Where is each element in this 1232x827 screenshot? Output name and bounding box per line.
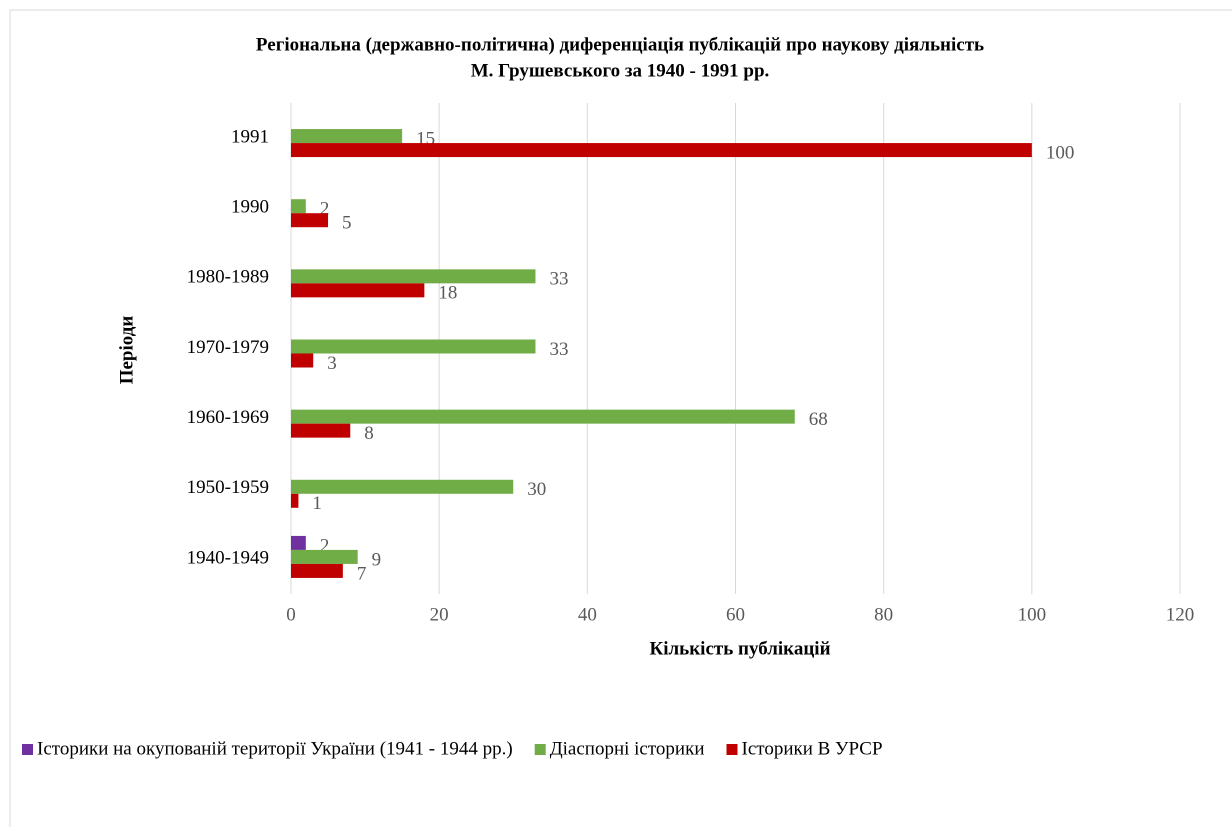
data-label: 7 bbox=[357, 563, 367, 584]
x-tick-label: 0 bbox=[286, 604, 296, 625]
bar bbox=[291, 213, 329, 228]
bar bbox=[291, 479, 514, 494]
bar bbox=[291, 493, 299, 508]
data-label: 18 bbox=[438, 283, 457, 304]
bar bbox=[291, 353, 314, 368]
bar bbox=[291, 283, 425, 298]
y-axis-title: Періоди bbox=[116, 316, 137, 385]
data-label: 33 bbox=[549, 339, 568, 360]
y-tick-label: 1940-1949 bbox=[187, 547, 269, 568]
legend-label: Історики В УРСР bbox=[742, 738, 883, 759]
bar bbox=[291, 535, 306, 550]
x-tick-label: 40 bbox=[578, 604, 597, 625]
bar bbox=[291, 423, 351, 438]
y-tick-label: 1991 bbox=[231, 126, 269, 147]
bar bbox=[291, 409, 795, 424]
bar bbox=[291, 563, 343, 578]
legend-label: Історики на окупованій території України… bbox=[37, 738, 513, 759]
y-tick-label: 1990 bbox=[231, 197, 269, 218]
x-tick-label: 60 bbox=[726, 604, 745, 625]
data-label: 33 bbox=[549, 269, 568, 290]
legend-swatch bbox=[534, 744, 546, 755]
bar bbox=[291, 269, 536, 284]
x-tick-label: 80 bbox=[874, 604, 893, 625]
legend-label: Діаспорні історики bbox=[550, 738, 705, 759]
data-label: 5 bbox=[342, 213, 352, 234]
x-tick-label: 100 bbox=[1018, 604, 1047, 625]
data-label: 8 bbox=[364, 423, 374, 444]
bar bbox=[291, 549, 358, 564]
y-tick-label: 1970-1979 bbox=[187, 337, 269, 358]
legend-swatch bbox=[22, 744, 33, 755]
legend-swatch bbox=[726, 744, 738, 755]
data-label: 30 bbox=[527, 479, 546, 500]
data-label: 2 bbox=[320, 535, 330, 556]
data-label: 68 bbox=[809, 409, 828, 430]
bar bbox=[291, 143, 1032, 158]
data-label: 2 bbox=[320, 199, 330, 220]
data-label: 9 bbox=[372, 549, 382, 570]
x-axis-title: Кількість публікацій bbox=[649, 638, 830, 659]
data-label: 100 bbox=[1046, 142, 1075, 163]
bar bbox=[291, 199, 306, 214]
y-tick-label: 1960-1969 bbox=[187, 407, 269, 428]
data-label: 3 bbox=[327, 353, 337, 374]
y-tick-label: 1950-1959 bbox=[187, 477, 269, 498]
chart-title: М. Грушевського за 1940 - 1991 рр. bbox=[471, 60, 770, 81]
chart-title: Регіональна (державно-політична) диферен… bbox=[256, 34, 984, 55]
y-tick-label: 1980-1989 bbox=[187, 267, 269, 288]
bar bbox=[291, 339, 536, 354]
x-tick-label: 120 bbox=[1166, 604, 1195, 625]
data-label: 1 bbox=[312, 493, 322, 514]
x-tick-label: 20 bbox=[430, 604, 449, 625]
bar bbox=[291, 129, 403, 144]
